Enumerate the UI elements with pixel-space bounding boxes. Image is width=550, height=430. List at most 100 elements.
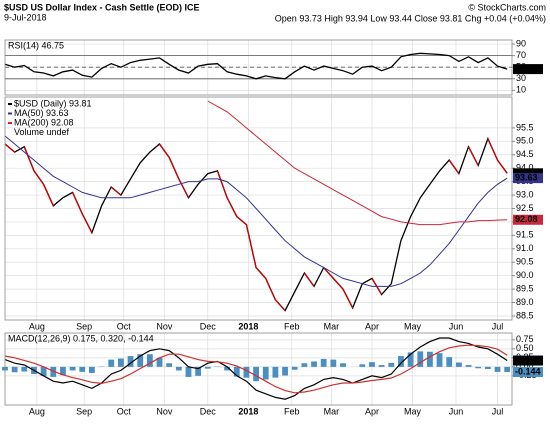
- histogram-bar: [378, 365, 385, 367]
- histogram-bar: [407, 352, 414, 367]
- histogram-bar: [398, 356, 404, 367]
- down-segment: [274, 299, 286, 312]
- y-tick-label: 95.5: [516, 122, 534, 132]
- y-tick-label: 94.5: [516, 149, 534, 159]
- histogram-bar: [11, 366, 18, 373]
- x-tick-label: Jun: [449, 406, 464, 416]
- y-tick-label: 70: [516, 50, 526, 60]
- histogram-bar: [108, 359, 115, 367]
- y-tick-label: 10: [516, 85, 526, 95]
- y-tick-label: 88.5: [516, 310, 534, 320]
- x-tick-label: May: [404, 321, 422, 331]
- histogram-bar: [224, 366, 231, 371]
- histogram-bar: [272, 366, 279, 378]
- y-tick-label: 91.5: [516, 230, 534, 240]
- down-segment: [323, 267, 334, 279]
- down-segment: [33, 170, 45, 185]
- down-segment: [265, 278, 276, 301]
- histogram-bar: [79, 366, 86, 372]
- histogram-bar: [137, 354, 144, 367]
- down-segment: [216, 170, 228, 198]
- value-tag-label: 92.08: [515, 214, 538, 224]
- series-line: [4, 52, 508, 80]
- x-tick-label: Mar: [324, 321, 340, 331]
- y-tick-label: 89.0: [516, 297, 534, 307]
- x-tick-label: 2018: [238, 321, 258, 331]
- x-tick-label: Aug: [29, 321, 45, 331]
- down-segment: [110, 186, 122, 196]
- value-tag: [513, 355, 543, 366]
- histogram-bar: [69, 366, 76, 371]
- x-tick-label: Nov: [156, 406, 173, 416]
- histogram-bar: [504, 366, 511, 373]
- quote: Open 93.73 High 93.94 Low 93.44 Close 93…: [275, 13, 546, 23]
- down-segment: [255, 267, 267, 279]
- y-tick-label: 90.5: [516, 257, 534, 267]
- source: © StockCharts.com: [468, 2, 546, 12]
- down-segment: [23, 146, 35, 172]
- y-tick-label: 90.0: [516, 270, 534, 280]
- down-segment: [448, 159, 460, 174]
- histogram-bar: [282, 366, 288, 376]
- series-line: [207, 100, 508, 226]
- histogram-bar: [330, 359, 337, 367]
- histogram-bar: [455, 362, 462, 367]
- down-segment: [158, 143, 170, 158]
- down-segment: [43, 184, 54, 207]
- down-segment: [467, 146, 479, 166]
- y-tick-label: 92.5: [516, 203, 534, 213]
- x-tick-label: Mar: [324, 406, 340, 416]
- histogram-bar: [320, 358, 327, 367]
- histogram-bar: [89, 366, 95, 373]
- down-segment: [496, 159, 508, 174]
- chart-title: $USD US Dollar Index - Cash Settle (EOD)…: [4, 2, 200, 12]
- y-tick-label: 89.5: [516, 283, 534, 293]
- histogram-bar: [484, 366, 491, 369]
- y-tick-label: 95.0: [516, 136, 534, 146]
- histogram-bar: [427, 351, 433, 367]
- histogram-bar: [50, 366, 57, 377]
- down-segment: [4, 143, 16, 153]
- histogram-bar: [369, 362, 375, 367]
- histogram-bar: [185, 366, 192, 377]
- histogram-bar: [146, 354, 153, 367]
- x-tick-label: 2018: [238, 406, 258, 416]
- x-tick-label: Oct: [117, 406, 132, 416]
- value-tag: [513, 64, 543, 75]
- x-tick-label: Dec: [200, 321, 217, 331]
- histogram-bar: [175, 366, 182, 371]
- value-tag-label: 93.81: [515, 168, 538, 178]
- value-tag-label: 0.175: [515, 355, 538, 365]
- down-segment: [332, 277, 344, 290]
- x-tick-label: Sep: [76, 321, 92, 331]
- value-tag-label: -0.144: [515, 366, 541, 376]
- y-tick-label: 90: [516, 38, 526, 48]
- series-line: [4, 135, 508, 287]
- value-tag: [513, 173, 543, 184]
- histogram-bar: [117, 358, 124, 367]
- panel-label: RSI(14) 46.75: [8, 40, 64, 50]
- x-tick-label: Nov: [156, 321, 173, 331]
- down-segment: [342, 288, 354, 309]
- value-tag-label: 93.63: [515, 173, 538, 183]
- x-tick-label: Apr: [365, 406, 379, 416]
- histogram-bar: [291, 366, 298, 370]
- histogram-bar: [243, 366, 250, 378]
- y-tick-label: 0.00: [516, 361, 534, 371]
- down-segment: [487, 138, 499, 161]
- down-segment: [245, 224, 257, 268]
- histogram-bar: [262, 366, 269, 380]
- histogram-bar: [494, 366, 501, 372]
- histogram-bar: [311, 361, 317, 367]
- panel-label: MACD(12,26,9) 0.175, 0.320, -0.144: [8, 333, 154, 343]
- histogram-bar: [436, 353, 443, 367]
- histogram-bar: [40, 366, 47, 376]
- y-tick-label: 0.75: [516, 334, 534, 344]
- value-tag: [513, 367, 543, 378]
- x-tick-label: Aug: [29, 406, 45, 416]
- value-tag-label: 46.75: [515, 63, 538, 73]
- legend-note: Volume undef: [14, 127, 70, 137]
- x-tick-label: Sep: [76, 406, 92, 416]
- y-tick-label: 91.0: [516, 243, 534, 253]
